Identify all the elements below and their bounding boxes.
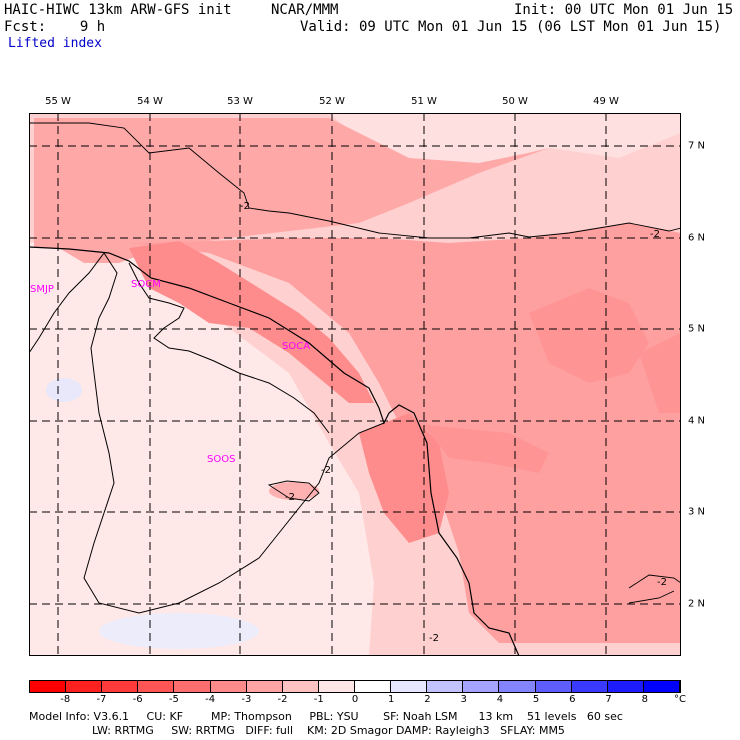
field-strong-patch xyxy=(639,333,681,413)
field-strong-patch xyxy=(129,241,374,403)
scale-swatch xyxy=(66,681,103,692)
field-strong-patch xyxy=(424,425,549,473)
station-label: SOOS xyxy=(207,454,235,465)
unit-label: °C xyxy=(674,694,686,705)
scale-swatch xyxy=(643,681,680,692)
scale-label: -1 xyxy=(313,694,324,705)
lifted-index-map: -2 -2 -2 -2 -2 -2 SMJP SOCM SOCA SOOS xyxy=(29,113,681,656)
station-label: SOCA xyxy=(282,341,310,352)
lat-label: 7 N xyxy=(688,140,706,152)
scale-swatch xyxy=(30,681,67,692)
lon-label: 55 W xyxy=(45,96,71,107)
org-label: NCAR/MMM xyxy=(271,2,339,18)
forecast-hour: Fcst: 9 h xyxy=(4,19,106,35)
lon-label: 54 W xyxy=(137,96,163,107)
field-blue-patch xyxy=(46,378,82,402)
scale-label: 3 xyxy=(460,694,467,705)
color-scale xyxy=(29,680,681,693)
scale-label: 2 xyxy=(424,694,431,705)
station-label: SMJP xyxy=(30,284,54,295)
field-strong-patch xyxy=(529,288,649,383)
scale-label: -5 xyxy=(168,694,179,705)
map-grid xyxy=(29,113,681,656)
scale-swatch xyxy=(282,681,319,692)
scale-swatch xyxy=(138,681,175,692)
contour-line xyxy=(29,122,681,239)
model-physics: LW: RRTMG SW: RRTMG DIFF: full KM: 2D Sm… xyxy=(29,724,565,737)
lon-label: 50 W xyxy=(502,96,528,107)
scale-swatch xyxy=(354,681,392,692)
field-neutral-region xyxy=(29,233,374,656)
scale-label: -6 xyxy=(132,694,143,705)
scale-label: 0 xyxy=(351,694,359,705)
scale-label: 4 xyxy=(496,694,504,705)
contour-line xyxy=(628,574,681,604)
lat-label: 4 N xyxy=(688,415,706,427)
scale-label: -4 xyxy=(205,694,216,705)
field-medium-band xyxy=(34,118,549,263)
lat-label: 3 N xyxy=(688,506,706,518)
lon-label: 52 W xyxy=(319,96,345,107)
border xyxy=(29,252,105,354)
scale-swatch xyxy=(571,681,608,692)
lon-label: 49 W xyxy=(593,96,619,107)
field-strong-patch xyxy=(359,413,449,543)
contour-label: -2 xyxy=(240,201,250,212)
valid-time: Valid: 09 UTC Mon 01 Jun 15 (06 LST Mon … xyxy=(300,19,722,35)
scale-label: -8 xyxy=(60,694,71,705)
scale-swatch xyxy=(174,681,211,692)
contour-label: -2 xyxy=(321,465,331,476)
scale-label: 8 xyxy=(641,694,648,705)
model-title: HAIC-HIWC 13km ARW-GFS init xyxy=(4,2,232,18)
lat-label: 6 N xyxy=(688,232,706,244)
lon-label: 53 W xyxy=(227,96,253,107)
scale-swatch xyxy=(102,681,139,692)
scale-swatch xyxy=(318,681,355,692)
scale-swatch xyxy=(463,681,500,692)
lat-label: 5 N xyxy=(688,323,706,335)
field-name: Lifted index xyxy=(8,36,102,51)
scale-label: 7 xyxy=(605,694,612,705)
border xyxy=(128,262,330,434)
scale-swatch xyxy=(427,681,464,692)
scale-label: 5 xyxy=(532,694,540,705)
station-label: SOCM xyxy=(131,279,161,290)
init-time: Init: 00 UTC Mon 01 Jun 15 xyxy=(514,2,734,18)
scale-label: -7 xyxy=(96,694,107,705)
model-info: Model Info: V3.6.1 CU: KF MP: Thompson P… xyxy=(29,710,623,723)
scale-label: 1 xyxy=(388,694,395,705)
contour-line xyxy=(267,480,320,502)
scale-label: 6 xyxy=(569,694,576,705)
field-small-patch xyxy=(269,482,319,500)
scale-swatch xyxy=(210,681,247,692)
scale-swatch xyxy=(391,681,428,692)
border xyxy=(83,252,385,614)
field-blue-patch xyxy=(99,613,259,649)
lat-label: 2 N xyxy=(688,598,706,610)
scale-label: -2 xyxy=(277,694,288,705)
lon-label: 51 W xyxy=(411,96,437,107)
contour-label: -2 xyxy=(429,633,439,644)
contour-label: -2 xyxy=(650,229,660,240)
scale-swatch xyxy=(535,681,572,692)
map-frame xyxy=(29,113,681,656)
contour-label: -2 xyxy=(285,492,295,503)
scale-swatch xyxy=(607,681,644,692)
scale-swatch xyxy=(499,681,536,692)
scale-swatch xyxy=(246,681,283,692)
contour-label: -2 xyxy=(657,577,667,588)
scale-label: -3 xyxy=(241,694,252,705)
field-light-north xyxy=(329,113,681,163)
